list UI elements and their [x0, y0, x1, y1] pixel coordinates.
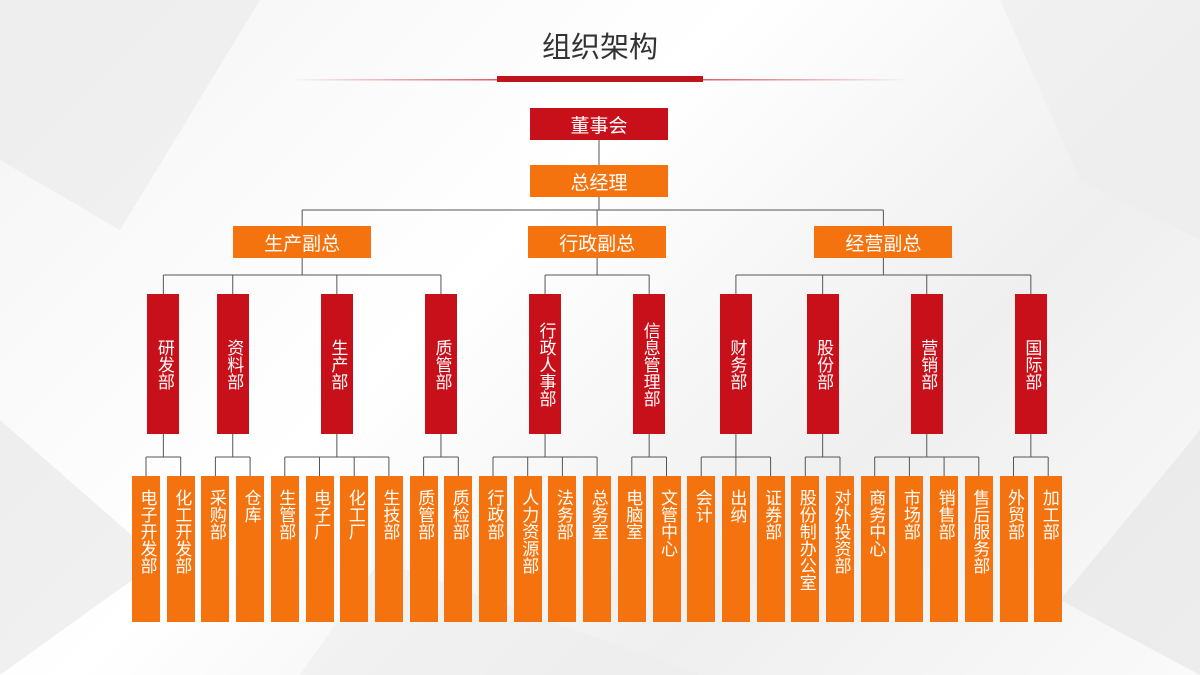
title: 组织架构	[541, 30, 658, 64]
unit-node: 生管部	[270, 476, 299, 622]
division-node: 行政副总	[528, 226, 667, 258]
unit-node: 生技部	[374, 476, 403, 622]
unit-node: 外贸部	[999, 476, 1028, 622]
unit-node: 质管部	[409, 476, 438, 622]
unit-node: 总务室	[583, 476, 612, 622]
unit-node: 市场部	[895, 476, 924, 622]
unit-node: 电子厂	[305, 476, 334, 622]
manager-node: 总经理	[530, 165, 668, 197]
unit-node: 售后服务部	[964, 476, 993, 622]
unit-node: 化工开发部	[166, 476, 195, 622]
department-node: 行政人事部	[529, 294, 562, 434]
unit-node: 文管中心	[652, 476, 681, 622]
unit-node: 对外投资部	[826, 476, 854, 622]
unit-node: 人力资源部	[513, 476, 542, 622]
unit-node: 采购部	[201, 476, 230, 622]
unit-node: 会计	[687, 476, 716, 622]
division-node: 经营副总	[814, 226, 953, 258]
unit-node: 商务中心	[860, 476, 889, 622]
unit-node: 证券部	[756, 476, 785, 622]
department-node: 财务部	[719, 294, 752, 434]
unit-node: 行政部	[479, 476, 507, 622]
unit-node: 电脑室	[617, 476, 646, 622]
unit-node: 法务部	[548, 476, 577, 622]
department-node: 资料部	[216, 294, 249, 434]
division-node: 生产副总	[233, 226, 372, 258]
department-node: 质管部	[424, 294, 457, 434]
department-node: 生产部	[320, 294, 353, 434]
department-node: 国际部	[1014, 294, 1047, 434]
department-node: 营销部	[910, 294, 943, 434]
department-node: 研发部	[147, 294, 180, 434]
root-node: 董事会	[530, 108, 668, 140]
unit-node: 出纳	[721, 476, 750, 622]
department-node: 股份部	[806, 294, 839, 434]
unit-node: 销售部	[930, 476, 959, 622]
unit-node: 电子开发部	[132, 476, 160, 622]
unit-node: 仓库	[236, 476, 265, 622]
unit-node: 加工部	[1034, 476, 1063, 622]
unit-node: 化工厂	[340, 476, 369, 622]
unit-node: 质检部	[444, 476, 473, 622]
unit-node: 股份制办公室	[791, 476, 820, 622]
department-node: 信息管理部	[633, 294, 666, 434]
